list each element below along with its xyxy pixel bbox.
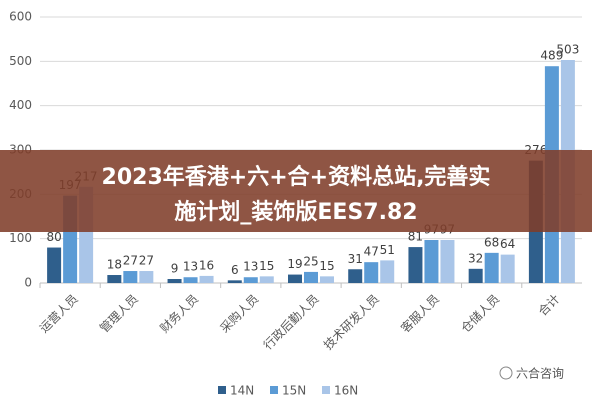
y-tick-label: 400 (9, 98, 32, 112)
bar (468, 268, 483, 283)
y-tick-label: 0 (24, 276, 32, 290)
y-tick-label: 100 (9, 231, 32, 245)
data-label: 80 (46, 230, 61, 244)
data-label: 489 (540, 49, 563, 63)
data-label: 68 (484, 235, 499, 249)
legend-label: 15N (282, 384, 306, 398)
bar (167, 279, 182, 283)
legend-swatch (218, 386, 226, 394)
data-label: 6 (231, 263, 239, 277)
bar (47, 247, 62, 283)
data-label: 32 (468, 251, 483, 265)
bar (320, 276, 334, 283)
data-label: 13 (243, 260, 258, 274)
banner-line: 2023年香港+六+合+资料总站,完善实 (102, 164, 491, 190)
banner-background (0, 150, 592, 232)
data-label: 31 (348, 252, 363, 266)
bar (123, 271, 138, 283)
data-label: 27 (139, 254, 154, 268)
data-label: 503 (556, 43, 579, 57)
bar (364, 262, 379, 283)
bar (424, 239, 439, 283)
legend-label: 16N (334, 384, 358, 398)
data-label: 25 (303, 254, 318, 268)
banner-line: 施计划_装饰版EES7.82 (174, 199, 417, 225)
bar (348, 269, 363, 283)
watermark: 六合咨询 (516, 366, 564, 381)
bar (288, 274, 302, 283)
data-label: 47 (364, 245, 379, 259)
bar (484, 252, 499, 283)
data-label: 9 (171, 262, 179, 276)
data-label: 16 (199, 258, 214, 272)
legend-label: 14N (230, 384, 254, 398)
data-label: 81 (408, 230, 423, 244)
data-label: 51 (380, 243, 395, 257)
bar (183, 277, 198, 283)
bar (199, 275, 214, 283)
data-label: 19 (287, 257, 302, 271)
legend-swatch (270, 386, 278, 394)
legend-swatch (322, 386, 330, 394)
watermark-icon (499, 366, 513, 380)
bar (440, 239, 455, 283)
data-label: 18 (107, 258, 122, 272)
data-label: 27 (123, 254, 138, 268)
bar (139, 271, 154, 283)
bar (380, 260, 395, 283)
bar (243, 277, 258, 283)
data-label: 15 (319, 259, 334, 273)
y-tick-label: 600 (9, 10, 32, 24)
bar (304, 271, 318, 283)
y-tick-label: 500 (9, 54, 32, 68)
bar (107, 275, 122, 283)
data-label: 64 (500, 237, 515, 251)
bar (500, 254, 515, 283)
bar (259, 276, 274, 283)
bar (227, 280, 242, 283)
data-label: 13 (183, 260, 198, 274)
bar (408, 247, 423, 283)
data-label: 15 (259, 259, 274, 273)
